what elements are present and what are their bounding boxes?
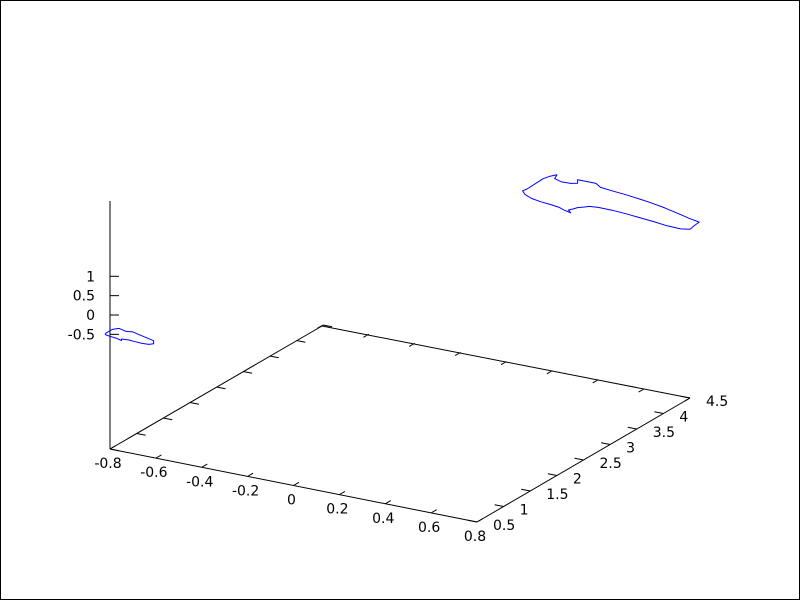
ticks-layer: -0.8 -0.6 -0.4 -0.2 0 0.2 0.4 0.6 0.8 0.5 1 1.5 2 2.5…: [68, 269, 729, 545]
x-tick-mark-back: [546, 370, 553, 375]
y-tick-label: 1: [520, 503, 529, 519]
x-tick-mark: [293, 481, 300, 486]
x-tick-label: 0: [287, 493, 296, 509]
y-tick-mark-back: [136, 433, 146, 436]
y-tick-label: 2.5: [600, 456, 622, 472]
series-line-1: [104, 327, 155, 345]
y-tick-mark: [467, 519, 478, 523]
y-tick-label: 0.5: [493, 518, 515, 534]
x-tick-mark-back: [454, 351, 461, 357]
x-tick-mark: [339, 490, 346, 496]
y-tick-mark-back: [216, 386, 226, 390]
y-tick-mark-back: [322, 324, 333, 328]
x-tick-label: 0.4: [372, 511, 394, 527]
x-tick-mark-back: [408, 342, 416, 347]
y-tick-mark: [547, 473, 557, 476]
z-tick-label: 1: [86, 269, 95, 285]
x-tick-label: -0.6: [140, 465, 167, 481]
x-tick-mark: [247, 472, 254, 477]
x-tick-mark-back: [684, 397, 691, 402]
x-tick-mark-back: [638, 388, 645, 393]
y-tick-mark-back: [163, 417, 173, 421]
y-tick-mark-back: [189, 402, 199, 405]
y-tick-mark: [680, 395, 691, 399]
x-tick-mark-back: [317, 324, 324, 329]
z-tick-label: 0: [86, 308, 95, 324]
y-tick-mark: [654, 411, 664, 414]
y-tick-label: 2: [573, 472, 582, 488]
x-tick-label: 0.6: [418, 520, 440, 536]
z-tick-label: -0.5: [68, 327, 95, 343]
x-tick-mark-back: [592, 379, 599, 384]
y-tick-mark: [601, 442, 611, 445]
back-y-axis-line: [109, 325, 323, 450]
y-tick-label: 4.5: [706, 394, 728, 410]
x-tick-mark: [201, 463, 208, 468]
z-tick-label: 0.5: [73, 289, 95, 305]
y-tick-label: 1.5: [546, 487, 568, 503]
y-tick-mark: [521, 488, 531, 492]
x-tick-label: -0.8: [94, 456, 121, 472]
y-tick-mark: [627, 426, 637, 430]
x-tick-mark: [476, 518, 483, 523]
x-tick-mark: [430, 509, 437, 514]
y-tick-mark-back: [243, 371, 253, 374]
x-tick-label: -0.2: [232, 483, 259, 499]
x-tick-label: -0.4: [186, 474, 213, 490]
y-tick-label: 3.5: [653, 425, 675, 441]
x-tick-mark: [155, 454, 162, 459]
x-tick-mark-back: [500, 361, 507, 366]
x-tick-mark-back: [363, 333, 370, 338]
x-tick-label: 0.2: [326, 502, 348, 518]
y-tick-mark-back: [109, 448, 120, 452]
x-tick-mark: [109, 445, 116, 450]
y-tick-label: 3: [626, 441, 635, 457]
y-tick-mark-back: [296, 340, 306, 343]
y-tick-mark: [574, 457, 584, 461]
x-tick-label: 0.8: [464, 529, 486, 545]
y-tick-mark-back: [269, 355, 279, 359]
x-tick-mark: [384, 500, 392, 505]
series-layer: [104, 174, 700, 345]
y-tick-mark: [494, 504, 504, 507]
series-line-2: [522, 174, 700, 230]
y-tick-label: 4: [679, 410, 688, 426]
